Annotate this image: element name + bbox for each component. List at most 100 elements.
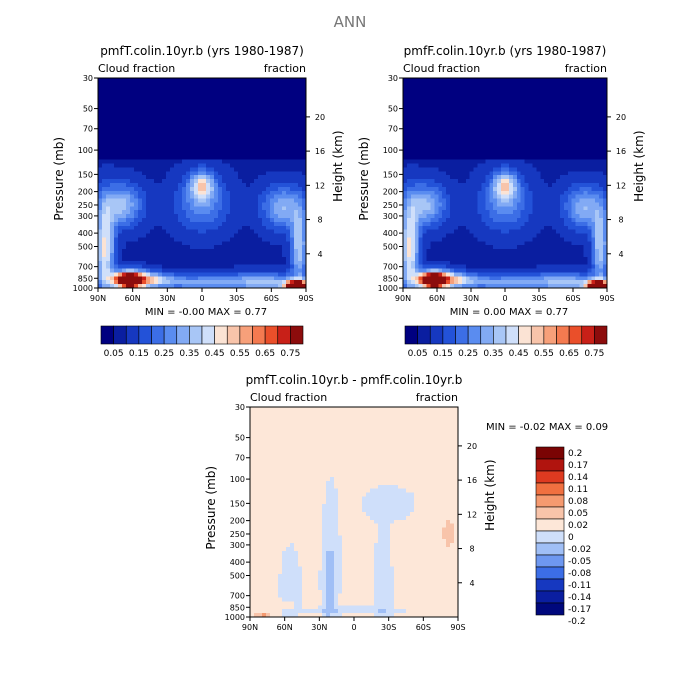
field-cell	[493, 81, 498, 87]
field-cell	[430, 268, 435, 273]
field-cell	[102, 159, 107, 164]
field-cell	[461, 159, 467, 164]
field-cell	[162, 214, 167, 219]
field-cell	[142, 113, 147, 118]
field-cell	[477, 179, 482, 184]
field-cell	[422, 128, 427, 133]
field-cell	[450, 144, 455, 149]
field-cell	[102, 183, 107, 188]
field-cell	[250, 284, 255, 289]
field-cell	[174, 109, 179, 114]
field-cell	[206, 280, 211, 285]
field-cell	[138, 276, 143, 281]
field-cell	[130, 159, 135, 164]
field-cell	[130, 241, 135, 246]
field-cell	[290, 214, 295, 219]
field-cell	[142, 225, 147, 231]
field-cell	[426, 264, 431, 269]
field-cell	[282, 78, 287, 83]
field-cell	[206, 140, 211, 145]
field-cell	[126, 109, 131, 114]
field-cell	[142, 194, 147, 199]
field-cell	[230, 206, 235, 211]
field-cell	[194, 97, 199, 102]
field-cell	[485, 268, 490, 273]
field-cell	[110, 175, 115, 180]
field-cell	[473, 144, 478, 149]
field-cell	[434, 253, 439, 258]
field-cell	[430, 81, 435, 87]
field-cell	[214, 93, 219, 98]
field-cell	[298, 136, 303, 141]
field-cell	[540, 171, 545, 176]
field-cell	[418, 245, 424, 250]
field-cell	[254, 159, 259, 164]
field-cell	[206, 284, 211, 289]
field-cell	[182, 89, 187, 94]
field-cell	[114, 210, 119, 215]
field-cell	[118, 81, 123, 87]
field-cell	[126, 214, 131, 219]
field-cell	[536, 198, 541, 203]
field-cell	[214, 206, 219, 211]
field-cell	[512, 93, 518, 98]
field-cell	[106, 276, 111, 281]
field-cell	[190, 97, 195, 102]
y-tick-label: 400	[78, 229, 93, 238]
field-cell	[477, 167, 482, 172]
field-cell	[450, 249, 455, 254]
field-cell	[540, 237, 545, 242]
field-cell	[154, 124, 159, 129]
field-cell	[130, 120, 135, 126]
field-cell	[520, 148, 526, 153]
field-cell	[186, 171, 191, 176]
field-cell	[493, 97, 498, 102]
field-cell	[505, 105, 510, 110]
field-cell	[114, 175, 119, 180]
field-cell	[418, 171, 424, 176]
field-cell	[162, 237, 167, 242]
field-cell	[298, 253, 303, 258]
field-cell	[473, 101, 478, 106]
field-cell	[446, 225, 451, 231]
field-cell	[114, 89, 119, 94]
field-cell	[540, 144, 545, 149]
field-cell	[477, 245, 482, 250]
field-cell	[274, 85, 279, 91]
field-cell	[418, 175, 424, 180]
field-cell	[298, 284, 303, 289]
field-cell	[186, 233, 191, 238]
field-cell	[477, 256, 482, 262]
field-cell	[190, 171, 195, 176]
field-cell	[438, 256, 443, 262]
field-cell	[302, 253, 307, 258]
field-cell	[182, 186, 187, 192]
colorbar-swatch	[252, 325, 266, 345]
field-cell	[512, 132, 518, 137]
field-cell	[242, 105, 247, 110]
field-cell	[230, 202, 235, 207]
field-cell	[414, 97, 420, 102]
field-cell	[126, 280, 131, 285]
field-cell	[418, 113, 424, 118]
field-cell	[552, 229, 557, 234]
field-cell	[150, 210, 155, 215]
field-cell	[274, 210, 279, 215]
field-cell	[202, 233, 207, 238]
field-cell	[512, 144, 518, 149]
field-cell	[469, 120, 475, 126]
field-cell	[142, 151, 147, 157]
field-cell	[178, 101, 183, 106]
field-cell	[150, 284, 155, 289]
field-cell	[142, 171, 147, 176]
field-cell	[516, 78, 522, 83]
field-cell	[410, 81, 416, 87]
field-cell	[454, 264, 459, 269]
field-cell	[138, 97, 143, 102]
field-cell	[278, 163, 283, 168]
field-cell	[206, 229, 211, 234]
field-cell	[473, 249, 478, 254]
field-cell	[505, 221, 510, 227]
field-cell	[489, 93, 494, 98]
field-cell	[438, 155, 443, 161]
